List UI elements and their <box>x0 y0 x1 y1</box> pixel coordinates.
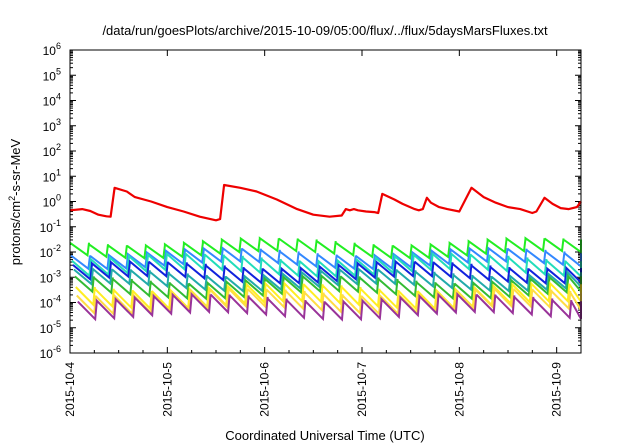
y-tick-label: 10-2 <box>40 243 61 260</box>
y-tick-exp: 4 <box>56 92 61 102</box>
x-tick-label: 2015-10-4 <box>63 362 77 417</box>
y-tick-base: 10 <box>40 271 54 285</box>
y-tick-label: 104 <box>43 92 61 109</box>
y-tick-exp: -3 <box>53 268 61 278</box>
y-tick-base: 10 <box>40 322 54 336</box>
main-series-line <box>69 183 582 222</box>
y-axis-label-sup: 2 <box>7 196 17 201</box>
y-tick-label: 102 <box>43 142 61 159</box>
y-tick-exp: -5 <box>53 319 61 329</box>
y-tick-base: 10 <box>43 120 57 134</box>
sawtooth-series-line <box>77 291 582 322</box>
y-tick-exp: 1 <box>56 167 61 177</box>
sawtooth-series-line <box>69 236 582 260</box>
y-axis-label: protons/cm2-s-sr-MeV <box>7 138 23 265</box>
plot-frame <box>69 49 582 354</box>
y-tick-label: 10-1 <box>40 218 61 235</box>
y-tick-label: 10-4 <box>40 294 61 311</box>
sawtooth-series-line <box>70 246 582 271</box>
y-tick-label: 10-5 <box>40 319 61 336</box>
y-tick-base: 10 <box>40 297 54 311</box>
y-tick-exp: 5 <box>56 66 61 76</box>
sawtooth-series-line <box>75 281 582 311</box>
sawtooth-series-line <box>72 259 582 286</box>
y-tick-base: 10 <box>43 196 57 210</box>
x-tick-label: 2015-10-6 <box>258 362 272 417</box>
y-tick-exp: 2 <box>56 142 61 152</box>
y-tick-exp: -2 <box>53 243 61 253</box>
y-tick-exp: -1 <box>53 218 61 228</box>
x-axis-label: Coordinated Universal Time (UTC) <box>225 428 424 443</box>
y-tick-label: 10-3 <box>40 268 61 285</box>
y-tick-labels: 10-610-510-410-310-210-11001011021031041… <box>40 41 61 361</box>
y-tick-base: 10 <box>43 170 57 184</box>
y-tick-label: 106 <box>43 41 61 58</box>
x-tick-label: 2015-10-5 <box>160 362 174 417</box>
y-tick-exp: -4 <box>53 294 61 304</box>
sawtooth-series-line <box>74 273 582 301</box>
series-lines <box>69 183 582 322</box>
y-tick-base: 10 <box>40 347 54 361</box>
y-tick-base: 10 <box>40 246 54 260</box>
y-axis-label-prefix: protons/cm <box>8 201 23 265</box>
x-tick-label: 2015-10-8 <box>452 362 466 417</box>
x-tick-label: 2015-10-7 <box>355 362 369 417</box>
y-tick-base: 10 <box>43 69 57 83</box>
y-tick-base: 10 <box>40 221 54 235</box>
y-tick-label: 101 <box>43 167 61 184</box>
sawtooth-series-line <box>76 286 582 317</box>
y-tick-exp: 3 <box>56 117 61 127</box>
x-tick-labels: 2015-10-4 2015-10-5 2015-10-6 2015-10-7 2015… <box>63 362 564 417</box>
y-tick-exp: 0 <box>56 193 61 203</box>
sawtooth-series-line <box>73 266 582 294</box>
y-tick-exp: -6 <box>53 344 61 354</box>
y-tick-base: 10 <box>43 145 57 159</box>
y-axis-label-suffix: -s-sr-MeV <box>8 138 23 195</box>
y-tick-label: 100 <box>43 193 61 210</box>
y-tick-exp: 6 <box>56 41 61 51</box>
y-tick-label: 10-6 <box>40 344 61 361</box>
x-tick-label: 2015-10-9 <box>550 362 564 417</box>
y-tick-base: 10 <box>43 95 57 109</box>
y-tick-base: 10 <box>43 44 57 58</box>
sawtooth-series-line <box>71 251 582 279</box>
y-tick-label: 105 <box>43 66 61 83</box>
y-tick-label: 103 <box>43 117 61 134</box>
chart-title: /data/run/goesPlots/archive/2015-10-09/0… <box>102 23 548 38</box>
